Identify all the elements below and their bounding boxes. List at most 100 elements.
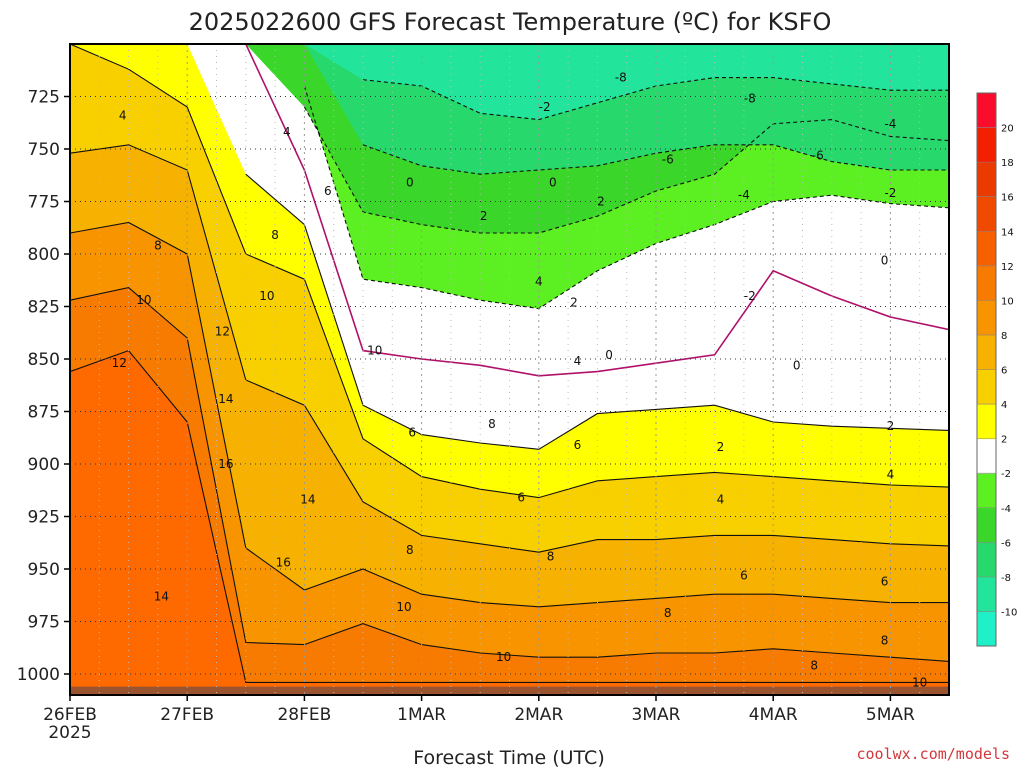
- contour-label: 0: [605, 348, 613, 362]
- contour-label: 6: [324, 184, 332, 198]
- colorbar-tick-label: -10: [1001, 607, 1017, 618]
- colorbar-tick-label: -8: [1001, 573, 1011, 584]
- x-axis-year: 2025: [48, 723, 91, 743]
- colorbar-swatch: [977, 231, 996, 267]
- plot-frame: [69, 43, 950, 696]
- colorbar-tick-label: -4: [1001, 504, 1011, 515]
- contour-label: 4: [535, 274, 543, 288]
- temperature-band: [70, 44, 949, 120]
- y-tick-label: 1000: [17, 665, 60, 685]
- contour-label: 10: [259, 289, 274, 303]
- contour-label: 8: [810, 659, 818, 673]
- colorbar-tick-label: 12: [1001, 262, 1014, 273]
- contour-label: 2: [597, 195, 605, 209]
- colorbar-tick-label: 2: [1001, 435, 1007, 446]
- contour-label: -6: [662, 153, 674, 167]
- colorbar-swatch: [977, 369, 996, 405]
- colorbar-tick-label: 16: [1001, 193, 1014, 204]
- colorbar-tick-label: -6: [1001, 538, 1011, 549]
- colorbar-swatch: [977, 300, 996, 336]
- contour-label: 10: [396, 600, 411, 614]
- contour-label: 4: [887, 468, 895, 482]
- contour-label: 4: [283, 125, 291, 139]
- y-tick-label: 975: [28, 613, 60, 633]
- contour-label: 2: [887, 419, 895, 433]
- isotherm-line: [70, 44, 949, 499]
- contour-label: 2: [570, 295, 578, 309]
- contour-label: 6: [881, 575, 889, 589]
- colorbar-tick-label: 14: [1001, 227, 1014, 238]
- y-tick-label: 925: [28, 508, 60, 528]
- contour-label: -2: [744, 289, 756, 303]
- contour-label: -4: [738, 188, 750, 202]
- contour-label: -8: [615, 71, 627, 85]
- colorbar-swatch: [977, 265, 996, 301]
- contour-label: 8: [488, 417, 496, 431]
- contour-label: 8: [154, 239, 162, 253]
- isotherm-line: [362, 144, 949, 175]
- contour-label: 4: [119, 108, 127, 122]
- chart-title: 2025022600 GFS Forecast Temperature (ºC)…: [189, 8, 832, 36]
- contour-label: 0: [406, 176, 414, 190]
- contour-label: 8: [881, 633, 889, 647]
- contour-label: 16: [218, 457, 233, 471]
- colorbar-tick-label: 20: [1001, 124, 1014, 135]
- x-tick-label: 5MAR: [866, 705, 915, 725]
- x-tick-label: 1MAR: [397, 705, 446, 725]
- credit-text: coolwx.com/models: [856, 745, 1010, 763]
- contour-label: 8: [271, 228, 279, 242]
- x-tick-label: 4MAR: [749, 705, 798, 725]
- y-tick-label: 900: [28, 455, 60, 475]
- contour-label: -2: [884, 186, 896, 200]
- y-tick-label: 825: [28, 298, 60, 318]
- colorbar-tick-label: 10: [1001, 296, 1014, 307]
- contour-label: 14: [218, 392, 233, 406]
- x-tick-label: 26FEB: [43, 705, 97, 725]
- colorbar-swatch: [977, 127, 996, 163]
- contour-label: 6: [517, 491, 525, 505]
- contour-label: 12: [112, 356, 127, 370]
- colorbar-swatch: [977, 93, 996, 129]
- contour-label: 14: [300, 493, 315, 507]
- contour-label: -2: [539, 100, 551, 114]
- colorbar-swatch: [977, 196, 996, 232]
- y-tick-label: 750: [28, 140, 60, 160]
- contour-label: -6: [812, 148, 824, 162]
- isotherm-line: [245, 173, 949, 450]
- colorbar-swatch: [977, 542, 996, 578]
- y-tick-label: 725: [28, 88, 60, 108]
- isotherm-line: [303, 106, 949, 234]
- colorbar-swatch: [977, 334, 996, 370]
- contour-label: 6: [574, 438, 582, 452]
- colorbar-swatch: [977, 611, 996, 647]
- colorbar-tick-label: 4: [1001, 400, 1007, 411]
- y-tick-label: 875: [28, 403, 60, 423]
- contour-label: 2: [480, 209, 488, 223]
- y-tick-label: 775: [28, 193, 60, 213]
- contour-label: 0: [549, 176, 557, 190]
- x-axis-title: Forecast Time (UTC): [413, 747, 604, 768]
- y-tick-label: 850: [28, 350, 60, 370]
- contour-label: 8: [406, 543, 414, 557]
- x-tick-label: 2MAR: [514, 705, 563, 725]
- isotherm-line: [303, 85, 949, 310]
- x-axis: 26FEB 27FEB 28FEB 1MAR 2MAR 3MAR 4MAR 5MAR: [43, 695, 915, 725]
- contour-label: 6: [740, 568, 748, 582]
- grid-lines: [70, 44, 949, 695]
- x-tick-label: 3MAR: [632, 705, 681, 725]
- contour-label: 10: [367, 344, 382, 358]
- contour-label: 0: [881, 253, 889, 267]
- contour-label: 8: [547, 549, 555, 563]
- y-tick-label: 950: [28, 560, 60, 580]
- colorbar-swatch: [977, 404, 996, 440]
- contour-labels: 4 4 6 8 8 10 10 12 12 10 14 16 14 16 14 6 8 10 8 6 8 10 0 2 4 2 4 6…: [112, 71, 928, 690]
- contour-label: 4: [717, 493, 725, 507]
- colorbar-tick-label: 6: [1001, 366, 1007, 377]
- contour-label: 10: [136, 293, 151, 307]
- contour-label: -8: [744, 92, 756, 106]
- x-tick-label: 27FEB: [160, 705, 214, 725]
- contour-label: 10: [912, 675, 927, 689]
- colorbar-tick-label: 18: [1001, 158, 1014, 169]
- y-tick-label: 800: [28, 245, 60, 265]
